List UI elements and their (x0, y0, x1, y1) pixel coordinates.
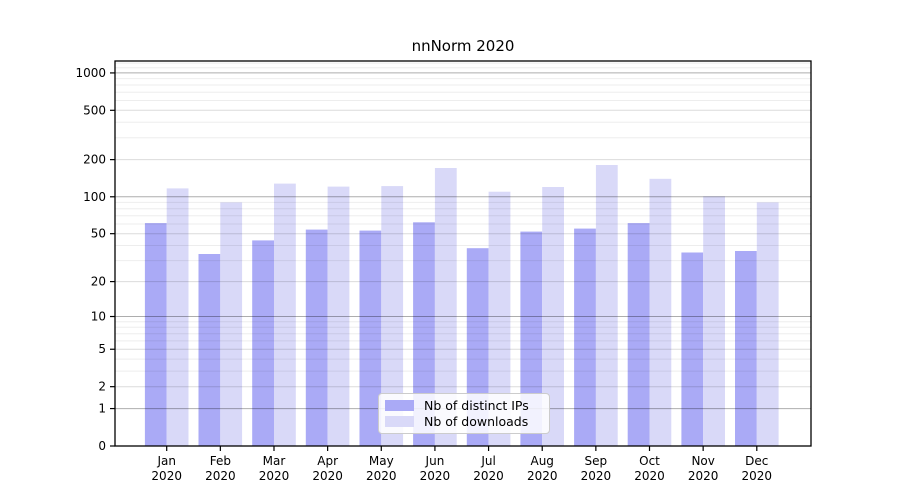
chart-title: nnNorm 2020 (411, 37, 515, 55)
legend-swatch-downloads (385, 416, 414, 428)
y-tick-label-50: 50 (91, 227, 106, 241)
bar-downloads-feb (220, 202, 243, 446)
y-tick-label-1: 1 (98, 402, 106, 416)
legend-swatch-distinct-ips (385, 399, 414, 411)
x-tick-label-month-jun: Jun (425, 454, 445, 468)
bar-distinct-ips-feb (198, 254, 221, 446)
bar-downloads-jun (434, 168, 457, 446)
bar-downloads-apr (327, 186, 350, 446)
x-tick-label-year-sep: 2020 (581, 469, 612, 483)
y-tick-label-100: 100 (83, 190, 106, 204)
legend: Nb of distinct IPs Nb of downloads (378, 393, 550, 434)
bar-downloads-aug (542, 187, 564, 446)
y-tick-label-10: 10 (91, 310, 106, 324)
y-tick-label-20: 20 (91, 275, 106, 289)
y-tick-label-2: 2 (98, 380, 106, 394)
y-tick-label-200: 200 (83, 153, 106, 167)
bar-distinct-ips-may (359, 230, 382, 446)
legend-label-distinct-ips: Nb of distinct IPs (424, 397, 529, 413)
x-tick-label-year-jun: 2020 (420, 469, 451, 483)
gridlines (115, 62, 811, 410)
x-tick-label-year-mar: 2020 (259, 469, 290, 483)
bar-distinct-ips-oct (627, 223, 650, 446)
x-tick-label-year-may: 2020 (366, 469, 397, 483)
legend-item-distinct-ips: Nb of distinct IPs (385, 398, 541, 413)
x-tick-label-month-mar: Mar (263, 454, 286, 468)
x-tick-label-month-nov: Nov (691, 454, 714, 468)
bar-distinct-ips-aug (520, 231, 543, 446)
bar-distinct-ips-sep (574, 228, 596, 446)
y-tick-label-500: 500 (83, 103, 106, 117)
bar-downloads-mar (274, 183, 296, 446)
x-tick-label-month-dec: Dec (745, 454, 768, 468)
bar-downloads-dec (756, 202, 779, 446)
x-tick-label-month-sep: Sep (585, 454, 608, 468)
x-tick-label-year-feb: 2020 (205, 469, 236, 483)
plot-border (114, 60, 812, 447)
x-tick-label-month-apr: Apr (317, 454, 338, 468)
bar-distinct-ips-jun (413, 222, 435, 446)
x-tick-label-year-jan: 2020 (151, 469, 182, 483)
axes: 01251020501002005001000Jan2020Feb2020Mar… (75, 60, 812, 483)
x-tick-label-month-feb: Feb (210, 454, 231, 468)
bar-distinct-ips-jan (144, 223, 167, 446)
x-tick-label-month-jul: Jul (480, 454, 495, 468)
bar-downloads-may (381, 186, 404, 446)
x-tick-label-year-jul: 2020 (473, 469, 504, 483)
x-tick-label-month-oct: Oct (639, 454, 660, 468)
bar-distinct-ips-nov (681, 252, 704, 446)
x-tick-label-month-aug: Aug (530, 454, 553, 468)
bar-downloads-oct (649, 178, 672, 447)
bar-distinct-ips-dec (735, 251, 757, 446)
y-tick-label-5: 5 (98, 342, 106, 356)
legend-item-downloads: Nb of downloads (385, 414, 541, 429)
legend-label-downloads: Nb of downloads (424, 414, 529, 430)
bar-downloads-jul (488, 191, 511, 446)
x-tick-label-month-jan: Jan (156, 454, 176, 468)
y-tick-label-1000: 1000 (75, 66, 106, 80)
bar-downloads-sep (595, 165, 618, 446)
bar-distinct-ips-apr (305, 229, 328, 446)
y-tick-label-0: 0 (98, 439, 106, 453)
x-tick-label-year-apr: 2020 (312, 469, 343, 483)
x-tick-label-month-may: May (369, 454, 394, 468)
x-tick-label-year-dec: 2020 (742, 469, 773, 483)
x-tick-label-year-aug: 2020 (527, 469, 558, 483)
x-tick-label-year-nov: 2020 (688, 469, 719, 483)
bar-downloads-jan (166, 188, 189, 446)
x-tick-label-year-oct: 2020 (634, 469, 665, 483)
bar-downloads-nov (703, 196, 725, 446)
bar-distinct-ips-mar (252, 240, 274, 446)
